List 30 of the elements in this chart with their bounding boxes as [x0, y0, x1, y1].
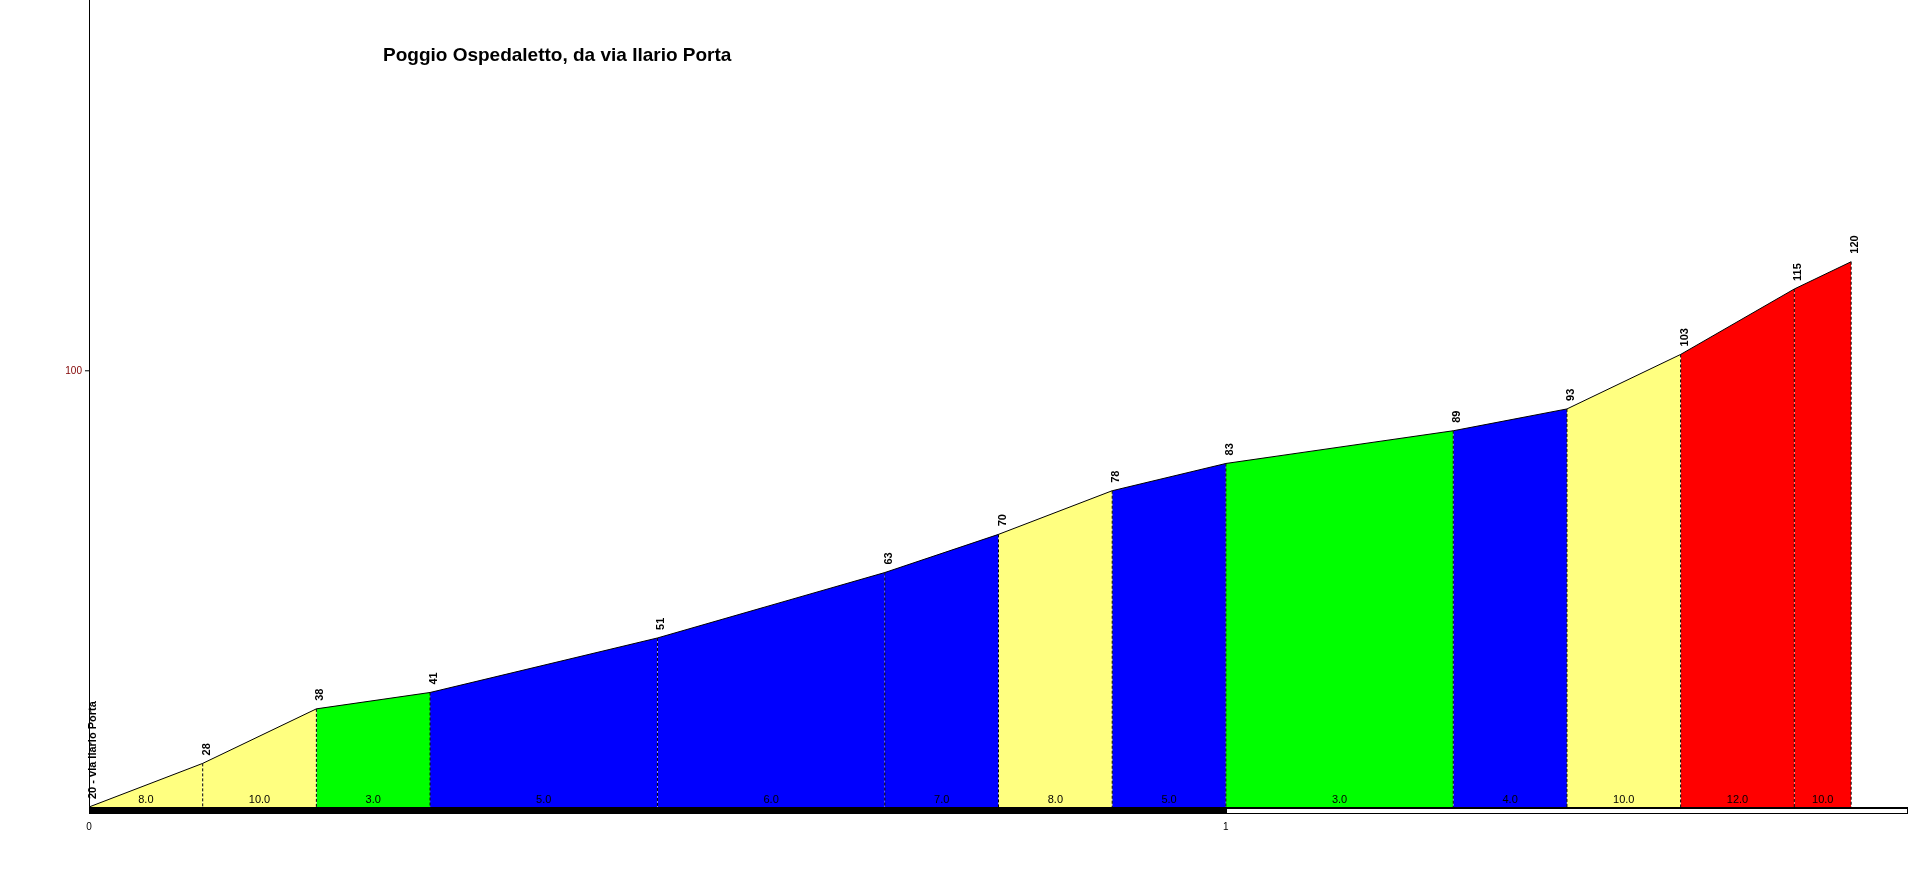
annotation: 3.0 [1331, 792, 1348, 805]
data-label: 38 [313, 688, 326, 701]
annotation: 8.0 [138, 792, 154, 805]
data-label: 78 [1109, 470, 1122, 483]
annotation: 5.0 [1161, 792, 1177, 805]
data-label: 103 [1677, 328, 1690, 347]
x-tick-label: 1 [1223, 820, 1230, 832]
data-label: 28 [199, 743, 212, 756]
x-tick-label: 0 [86, 820, 93, 832]
data-label: 63 [881, 552, 894, 565]
text: Poggio Ospedaletto, da via Ilario Porta [383, 44, 732, 66]
data-label: 70 [995, 514, 1008, 527]
annotation: 10.0 [248, 792, 271, 805]
annotation: 12.0 [1726, 792, 1749, 805]
annotation: 8.0 [1047, 792, 1063, 805]
annotation: 10.0 [1812, 792, 1834, 805]
data-label: 120 [1848, 235, 1861, 254]
data-label: 51 [654, 617, 667, 630]
ref-line-label: 100 [65, 364, 83, 376]
annotation: 6.0 [763, 792, 779, 805]
data-label: 93 [1563, 388, 1576, 401]
data-label: 89 [1450, 410, 1463, 423]
annotation: 3.0 [365, 792, 381, 805]
annotation: 10.0 [1613, 792, 1635, 805]
data-label: 115 [1791, 263, 1804, 281]
annotation: 5.0 [536, 792, 552, 805]
annotation: 4.0 [1502, 792, 1518, 805]
data-label: 83 [1222, 443, 1235, 456]
annotation: 7.0 [934, 792, 950, 805]
data-label: 41 [427, 672, 440, 685]
